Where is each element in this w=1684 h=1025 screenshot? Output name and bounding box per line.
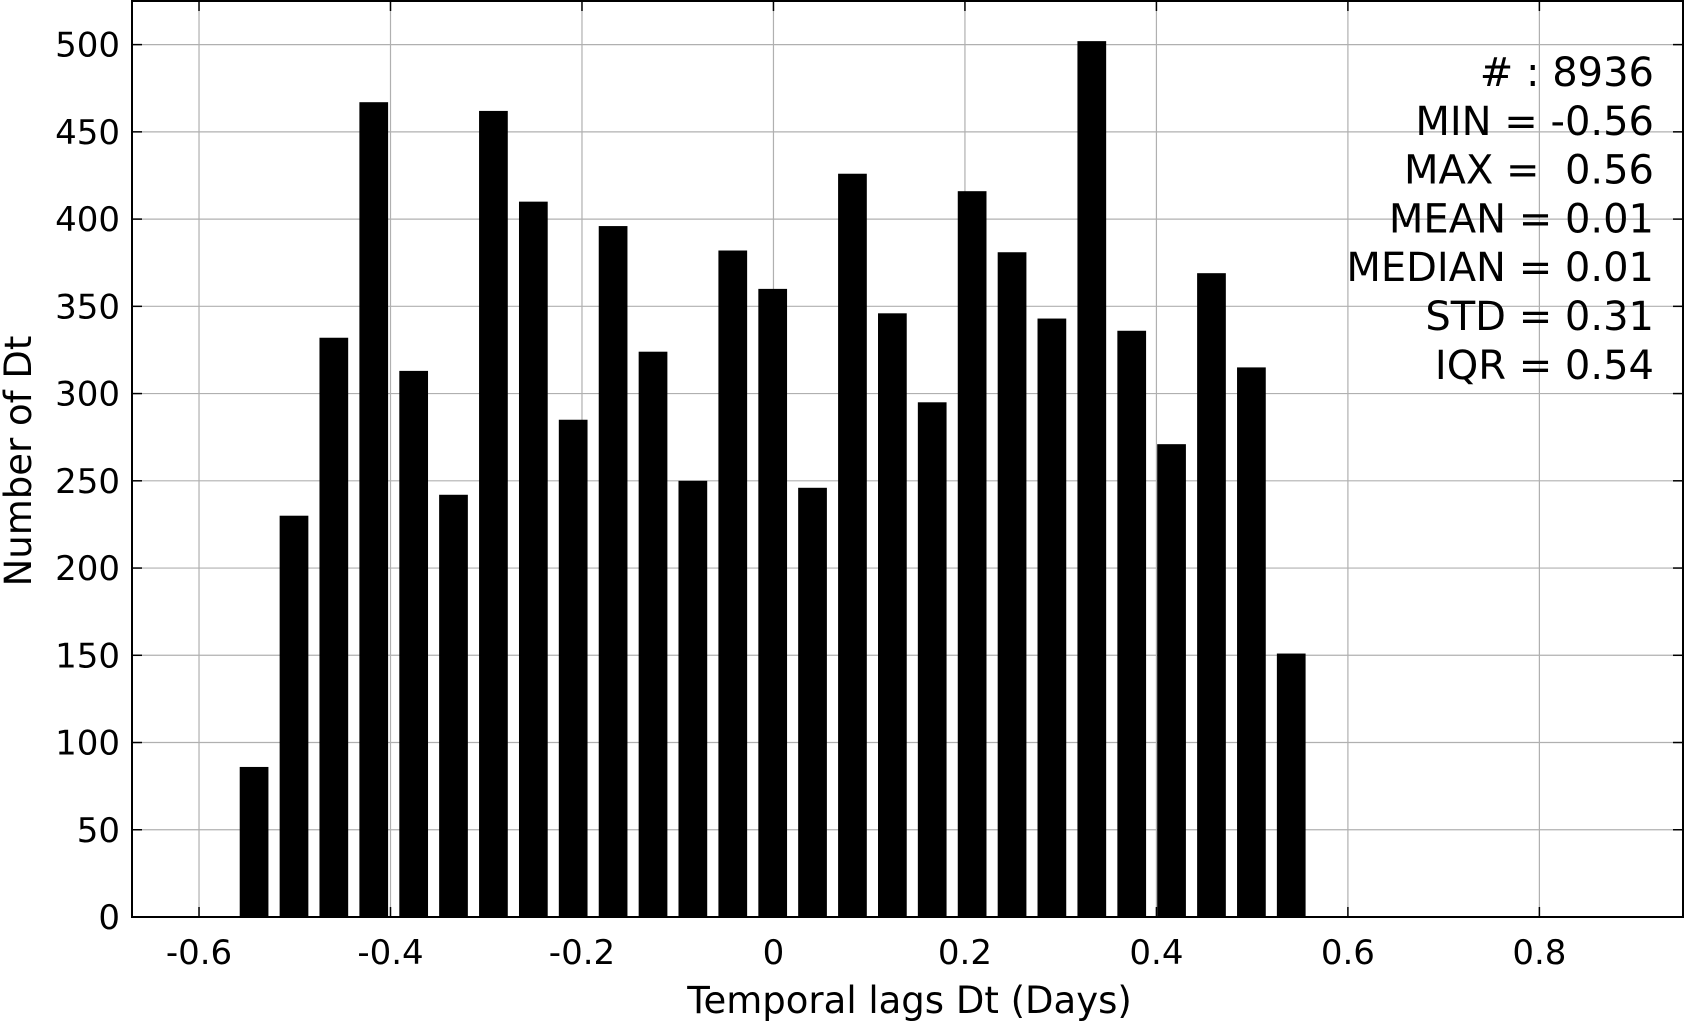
bars [239,41,1306,918]
x-tick-label: -0.6 [166,933,232,973]
histogram-bar [838,173,867,917]
histogram-bar [1237,367,1266,917]
x-tick-label: 0.6 [1321,933,1375,973]
x-tick-label: -0.2 [549,933,615,973]
stats-line: MEAN = 0.01 [1389,196,1654,242]
histogram-bar [598,226,628,917]
histogram-bar [1117,330,1147,917]
y-tick-label: 250 [55,462,120,502]
histogram-bar [1077,41,1107,918]
histogram-bar [798,487,827,917]
histogram-bar [878,313,907,917]
histogram-bar [1276,653,1306,917]
stats-line: # : 8936 [1480,50,1654,96]
y-tick-label: 50 [77,811,120,851]
x-tick-label: 0 [763,933,785,973]
y-tick-label: 150 [55,636,120,676]
histogram-bar [439,494,468,917]
histogram-bar [479,110,508,918]
x-tick-label: 0.2 [938,933,992,973]
stats-line: MEDIAN = 0.01 [1346,245,1654,291]
histogram-bar [1037,318,1067,918]
y-tick-label: 100 [55,724,120,764]
y-tick-label: 450 [55,113,120,153]
plot-frame [131,0,1684,918]
histogram-bar [359,102,389,918]
x-axis-label: Temporal lags Dt (Days) [686,979,1132,1022]
histogram-bar [1197,273,1226,917]
x-tick-label: 0.4 [1129,933,1183,973]
histogram-bar [399,370,429,917]
histogram-bar [997,252,1027,917]
histogram-bar [678,480,708,917]
tick-labels: -0.6 -0.4 -0.2 0 0.2 0.4 0.6 0.8 0 50 100 150 200 250… [55,26,1566,973]
histogram-bar [279,515,309,917]
histogram-bar [239,766,269,917]
y-tick-label: 500 [55,26,120,66]
y-tick-label: 400 [55,200,120,240]
stats-line: STD = 0.31 [1425,294,1654,340]
y-tick-label: 200 [55,549,120,589]
y-axis-label: Number of Dt [0,336,40,587]
histogram-bar [758,288,788,917]
histogram-bar [718,250,748,917]
histogram-bar [1157,444,1186,917]
grid-lines [132,1,1683,917]
histogram-bar [558,419,588,917]
x-tick-label: 0.8 [1512,933,1566,973]
y-tick-label: 350 [55,287,120,327]
histogram-bar [917,402,947,917]
y-tick-label: 300 [55,375,120,415]
histogram-bar [319,337,349,918]
stats-line: MAX = 0.56 [1404,148,1654,194]
y-tick-label: 0 [98,898,120,938]
axis-ticks [132,1,1683,918]
histogram-bar [638,351,668,917]
x-tick-label: -0.4 [357,933,423,973]
stats-line: IQR = 0.54 [1435,343,1654,389]
histogram-bar [518,201,548,918]
histogram-bar [957,191,987,917]
stats-line: MIN = -0.56 [1415,99,1654,145]
